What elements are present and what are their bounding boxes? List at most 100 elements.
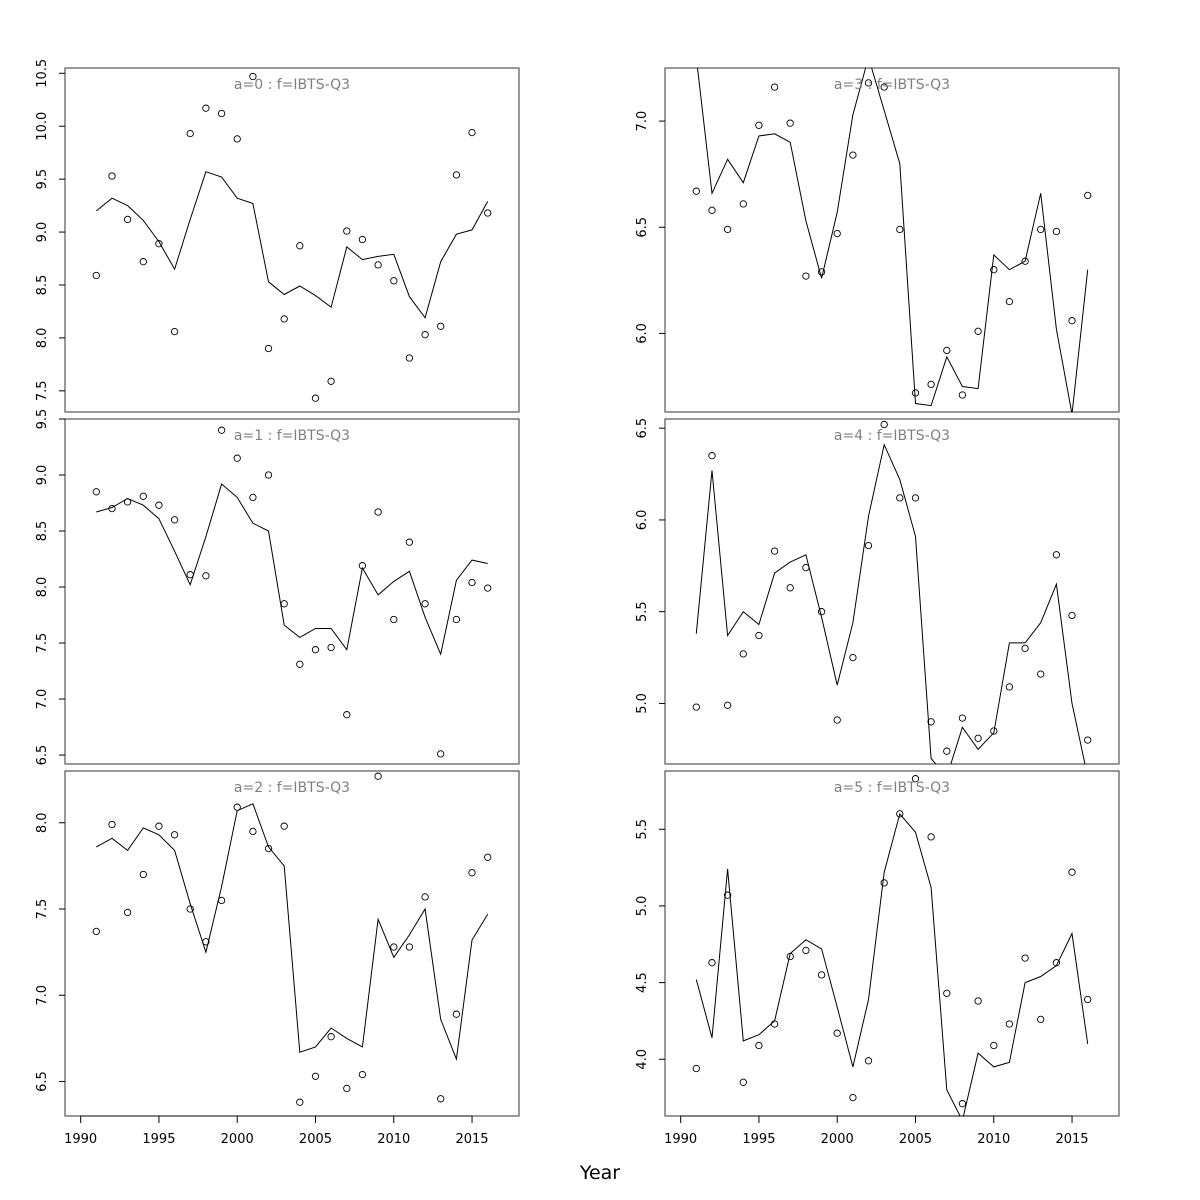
observed-point [1084,995,1092,1004]
panel-1: 6.0 6.5 7.0 a=3 : f=IBTS-Q3 [635,67,1120,413]
y-tick-label: 6.0 [635,323,650,344]
observed-point [1005,683,1014,691]
observed-point [1037,670,1045,678]
observed-point [327,643,335,652]
observed-point [139,258,147,266]
observed-point [1052,551,1061,559]
observed-point [484,209,492,217]
observed-point [437,1095,445,1103]
observed-point [896,810,904,818]
y-tick-label: 9.0 [35,465,50,486]
observed-point [911,494,920,502]
fitted-line [95,171,489,319]
observed-point [723,225,732,234]
x-tick-label: 1990 [64,1132,97,1147]
observed-point [390,277,398,285]
observed-point [233,454,241,462]
observed-point [217,426,226,434]
y-tick-label: 6.5 [35,745,50,766]
observed-point [864,79,873,87]
observed-point [692,1064,700,1073]
observed-point [958,391,967,399]
observed-point [1068,868,1076,876]
observed-point [864,1057,873,1065]
observed-point [170,516,179,524]
observed-point [880,83,888,91]
observed-point [421,600,429,608]
observed-point [358,235,367,244]
y-tick-label: 5.0 [635,693,650,714]
y-tick-label: 5.0 [635,896,650,917]
observed-point [786,119,794,127]
panel-plot-area [92,772,492,1106]
observed-point [1068,611,1076,620]
observed-point [108,172,116,180]
fitted-line [96,803,489,1062]
observed-point [390,943,398,951]
y-tick-label: 9.5 [35,409,50,430]
observed-point [817,608,826,616]
observed-point [452,1010,461,1018]
observed-point [692,187,700,195]
observed-point [249,72,257,81]
x-tick-label: 2015 [455,1132,488,1147]
observed-point [421,331,429,339]
observed-point [739,650,747,658]
panel-frame [664,67,1120,413]
panel-plot-area [692,68,1092,412]
panel-plot-area [692,775,1092,1116]
observed-point [437,750,445,758]
observed-point [896,225,904,234]
observed-point [452,171,461,179]
observed-point [155,501,163,509]
x-tick-label: 1995 [142,1132,175,1147]
y-tick-label: 8.5 [35,275,50,296]
panel-2: 6.5 7.0 7.5 8.0 8.5 9.0 9.5 a=1 : f=IBTS-Q3 [35,409,520,766]
observed-point [311,394,320,402]
observed-point [217,896,226,905]
panel-title: a=1 : f=IBTS-Q3 [234,428,350,444]
observed-point [927,833,935,841]
observed-point [1037,225,1045,234]
observed-point [708,452,716,460]
panel-title: a=3 : f=IBTS-Q3 [834,77,950,93]
panel-frame [64,67,520,413]
observed-point [802,946,810,955]
observed-point [708,959,716,967]
observed-point [327,377,335,385]
x-tick-label: 1995 [742,1132,775,1147]
observed-point [943,989,951,997]
y-tick-label: 4.5 [635,972,650,993]
y-tick-label: 4.0 [635,1049,650,1070]
observed-point [833,1029,841,1037]
observed-point [958,1100,967,1108]
fitted-line [695,443,1086,764]
observed-point [264,471,273,479]
observed-point [974,997,982,1005]
observed-point [108,820,116,829]
observed-point [170,327,179,336]
observed-point [770,83,779,91]
observed-point [92,271,100,280]
panel-title: a=2 : f=IBTS-Q3 [234,780,350,796]
observed-point [296,660,304,668]
panel-title: a=5 : f=IBTS-Q3 [834,780,950,796]
x-tick-label: 2005 [299,1132,332,1147]
x-tick-label: 2000 [821,1132,854,1147]
observed-point [1005,1020,1014,1028]
panel-frame [664,770,1120,1117]
observed-point [186,905,194,913]
observed-point [1068,317,1076,325]
observed-point [280,822,288,830]
x-tick-label: 2015 [1055,1132,1088,1147]
observed-point [1021,257,1029,265]
x-tick-label: 2010 [377,1132,410,1147]
observed-point [327,1033,335,1041]
panel-3: 5.0 5.5 6.0 6.5 a=4 : f=IBTS-Q3 [635,418,1120,765]
observed-point [755,1041,763,1050]
observed-point [280,315,288,323]
observed-point [880,420,888,429]
y-tick-label: 8.0 [35,812,50,833]
observed-point [1021,954,1029,962]
observed-point [943,747,951,755]
